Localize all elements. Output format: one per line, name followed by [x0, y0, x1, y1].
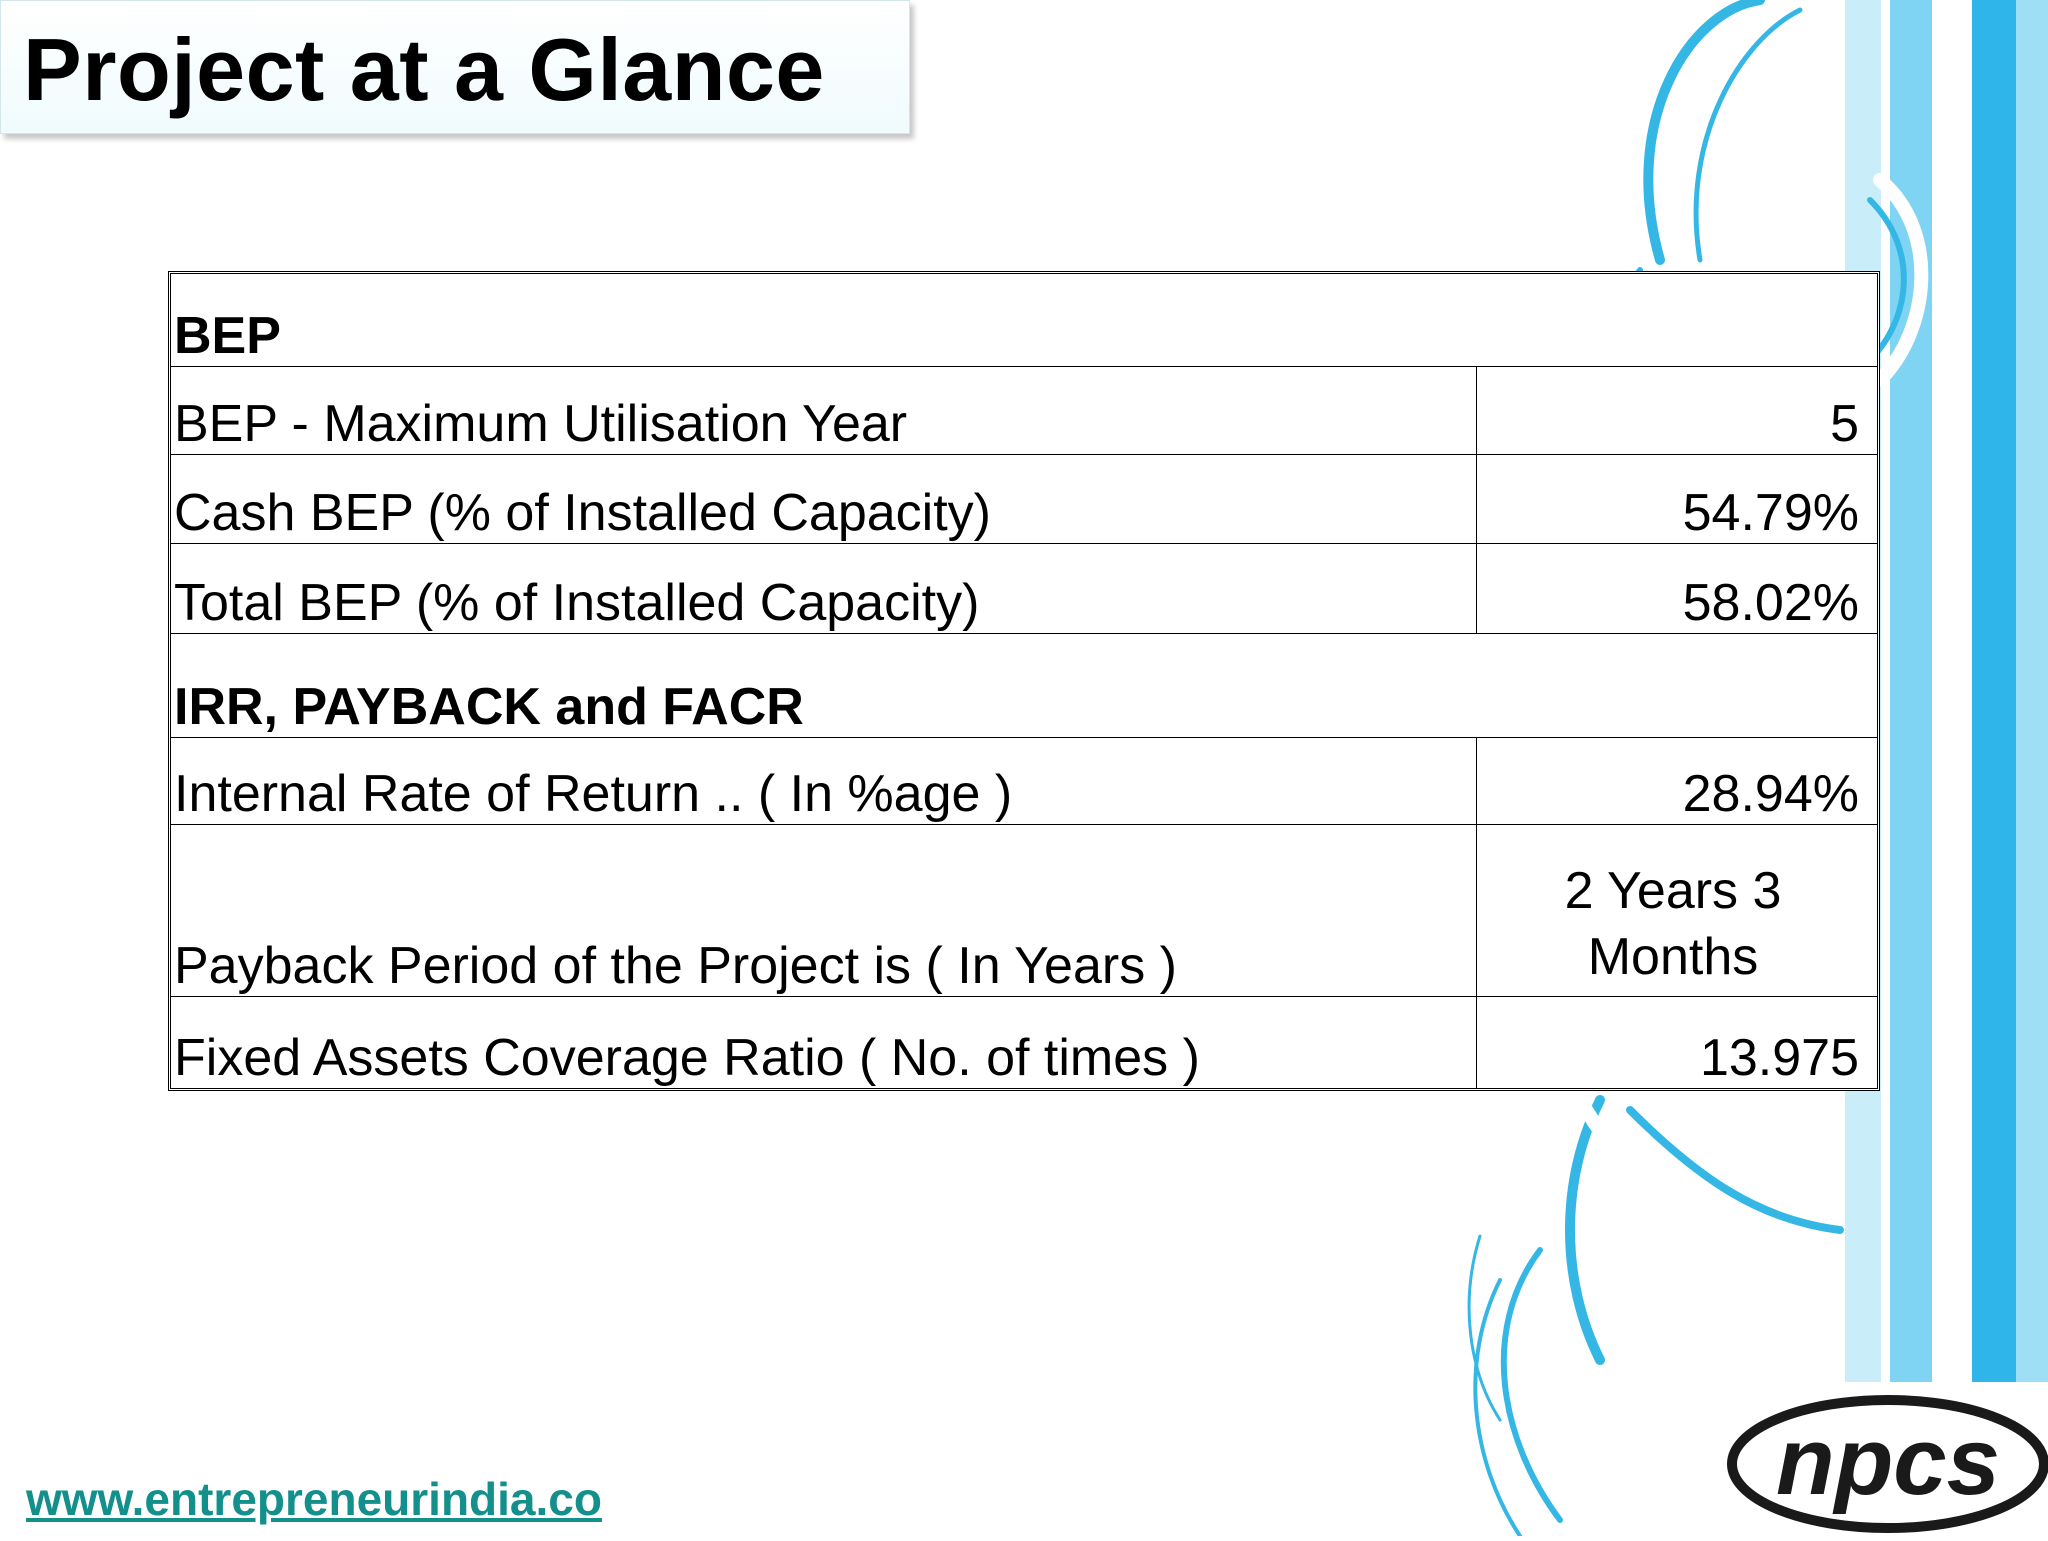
row-value-line1: 2 Years 3 [1564, 862, 1782, 920]
npcs-logo-icon: npcs [1727, 1395, 2048, 1533]
row-label: Internal Rate of Return .. ( In %age ) [171, 737, 1476, 824]
row-value: 58.02% [1476, 543, 1877, 633]
section-heading-bep: BEP [174, 307, 281, 365]
project-glance-table: BEP BEP - Maximum Utilisation Year 5 Cas… [168, 271, 1880, 1091]
table-row: Fixed Assets Coverage Ratio ( No. of tim… [171, 996, 1877, 1088]
section-heading-irr: IRR, PAYBACK and FACR [171, 633, 1877, 737]
row-label: Payback Period of the Project is ( In Ye… [171, 824, 1476, 996]
website-link[interactable]: www.entrepreneurindia.co [26, 1473, 602, 1525]
npcs-logo: npcs [1718, 1382, 2048, 1536]
row-label: Total BEP (% of Installed Capacity) [171, 543, 1476, 633]
row-label: Cash BEP (% of Installed Capacity) [171, 454, 1476, 543]
title-box: Project at a Glance [0, 0, 910, 134]
row-label: Fixed Assets Coverage Ratio ( No. of tim… [171, 996, 1476, 1088]
table-row: Cash BEP (% of Installed Capacity) 54.79… [171, 454, 1877, 543]
row-value-line2: Months [1587, 928, 1759, 986]
table-row: BEP - Maximum Utilisation Year 5 [171, 366, 1877, 454]
row-value: 5 [1476, 366, 1877, 454]
row-value: 13.975 [1476, 996, 1877, 1088]
logo-text: npcs [1776, 1408, 2000, 1515]
row-label: BEP - Maximum Utilisation Year [171, 366, 1476, 454]
section-heading-row: IRR, PAYBACK and FACR [171, 633, 1877, 737]
row-value: 2 Years 3 Months [1476, 824, 1877, 996]
row-value: 28.94% [1476, 737, 1877, 824]
table-row: Internal Rate of Return .. ( In %age ) 2… [171, 737, 1877, 824]
row-value: 54.79% [1476, 454, 1877, 543]
table-row: Payback Period of the Project is ( In Ye… [171, 824, 1877, 996]
page-title: Project at a Glance [23, 20, 825, 119]
section-heading-row: BEP [171, 274, 1877, 366]
table-row: Total BEP (% of Installed Capacity) 58.0… [171, 543, 1877, 633]
